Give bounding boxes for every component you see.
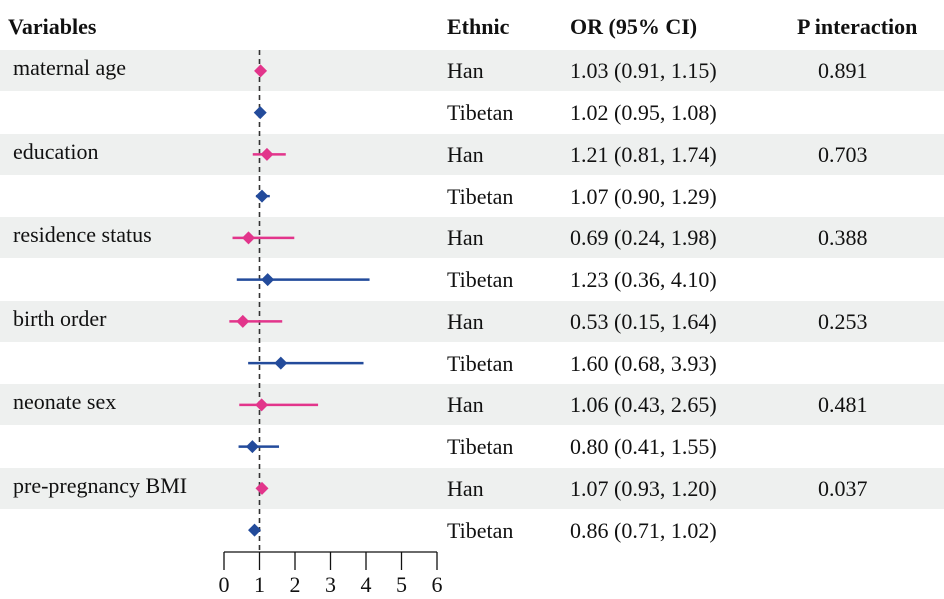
x-axis-tick-label: 0 (219, 572, 230, 597)
row-band (0, 384, 944, 425)
ethnic-label: Tibetan (447, 434, 514, 459)
p-interaction-value: 0.481 (818, 392, 868, 417)
or-point-marker (255, 481, 269, 495)
or-point-marker (253, 106, 267, 120)
ethnic-label: Han (447, 58, 484, 83)
or-point-marker (248, 523, 262, 537)
table-row: maternal age Han 1.03 (0.91, 1.15) 0.891 (0, 50, 944, 92)
ethnic-label: Han (447, 476, 484, 501)
ethnic-label: Tibetan (447, 267, 514, 292)
x-axis-tick-label: 1 (254, 572, 265, 597)
table-row: Tibetan 0.80 (0.41, 1.55) (0, 426, 944, 468)
table-row: Tibetan 0.86 (0.71, 1.02) (0, 510, 944, 552)
row-band (0, 468, 944, 509)
or-point-marker (254, 64, 268, 78)
table-row: Tibetan 1.02 (0.95, 1.08) (0, 92, 944, 134)
table-row: pre-pregnancy BMI Han 1.07 (0.93, 1.20) … (0, 468, 944, 510)
x-axis-tick-label: 6 (432, 572, 443, 597)
x-axis-tick-label: 3 (325, 572, 336, 597)
table-row: Tibetan 1.23 (0.36, 4.10) (0, 259, 944, 301)
table-row: residence status Han 0.69 (0.24, 1.98) 0… (0, 217, 944, 259)
table-row: education Han 1.21 (0.81, 1.74) 0.703 (0, 134, 944, 176)
or-point-marker (274, 356, 288, 370)
ethnic-label: Tibetan (447, 184, 514, 209)
header-variables: Variables (8, 14, 97, 39)
variable-label: residence status (13, 222, 152, 247)
table-row: birth order Han 0.53 (0.15, 1.64) 0.253 (0, 301, 944, 343)
variable-label: pre-pregnancy BMI (13, 473, 188, 498)
or-point-marker (255, 189, 269, 203)
or-point-marker (241, 231, 255, 245)
or-ci-value: 1.02 (0.95, 1.08) (570, 100, 717, 125)
row-band (0, 301, 944, 342)
or-ci-value: 1.07 (0.90, 1.29) (570, 184, 717, 209)
or-ci-value: 0.69 (0.24, 1.98) (570, 225, 717, 250)
x-axis-tick-label: 4 (361, 572, 372, 597)
p-interaction-value: 0.703 (818, 142, 868, 167)
or-ci-value: 1.21 (0.81, 1.74) (570, 142, 717, 167)
ethnic-label: Han (447, 225, 484, 250)
variable-label: neonate sex (13, 389, 117, 414)
or-point-marker (236, 314, 250, 328)
or-point-marker (260, 147, 274, 161)
or-ci-value: 1.60 (0.68, 3.93) (570, 351, 717, 376)
or-point-marker (261, 273, 275, 287)
or-ci-value: 0.80 (0.41, 1.55) (570, 434, 717, 459)
p-interaction-value: 0.388 (818, 225, 868, 250)
p-interaction-value: 0.891 (818, 58, 868, 83)
p-interaction-value: 0.253 (818, 309, 868, 334)
variable-label: education (13, 139, 99, 164)
or-ci-value: 1.06 (0.43, 2.65) (570, 392, 717, 417)
x-axis-tick-label: 5 (396, 572, 407, 597)
ethnic-label: Han (447, 309, 484, 334)
p-interaction-value: 0.037 (818, 476, 868, 501)
table-row: neonate sex Han 1.06 (0.43, 2.65) 0.481 (0, 384, 944, 426)
row-band (0, 134, 944, 175)
or-ci-value: 1.03 (0.91, 1.15) (570, 58, 717, 83)
or-ci-value: 1.23 (0.36, 4.10) (570, 267, 717, 292)
ethnic-label: Han (447, 142, 484, 167)
ethnic-label: Tibetan (447, 518, 514, 543)
variable-label: maternal age (13, 55, 126, 80)
or-ci-value: 0.53 (0.15, 1.64) (570, 309, 717, 334)
header-or: OR (95% CI) (570, 14, 698, 39)
ethnic-label: Han (447, 392, 484, 417)
row-band (0, 217, 944, 258)
header-p-interaction: P interaction (797, 14, 918, 39)
or-ci-value: 0.86 (0.71, 1.02) (570, 518, 717, 543)
ethnic-label: Tibetan (447, 351, 514, 376)
header-ethnic: Ethnic (447, 14, 510, 39)
or-ci-value: 1.07 (0.93, 1.20) (570, 476, 717, 501)
table-row: Tibetan 1.07 (0.90, 1.29) (0, 176, 944, 218)
ethnic-label: Tibetan (447, 100, 514, 125)
table-row: Tibetan 1.60 (0.68, 3.93) (0, 343, 944, 385)
row-band (0, 50, 944, 91)
x-axis-tick-label: 2 (290, 572, 301, 597)
or-point-marker (245, 440, 259, 454)
or-point-marker (255, 398, 269, 412)
variable-label: birth order (13, 306, 107, 331)
